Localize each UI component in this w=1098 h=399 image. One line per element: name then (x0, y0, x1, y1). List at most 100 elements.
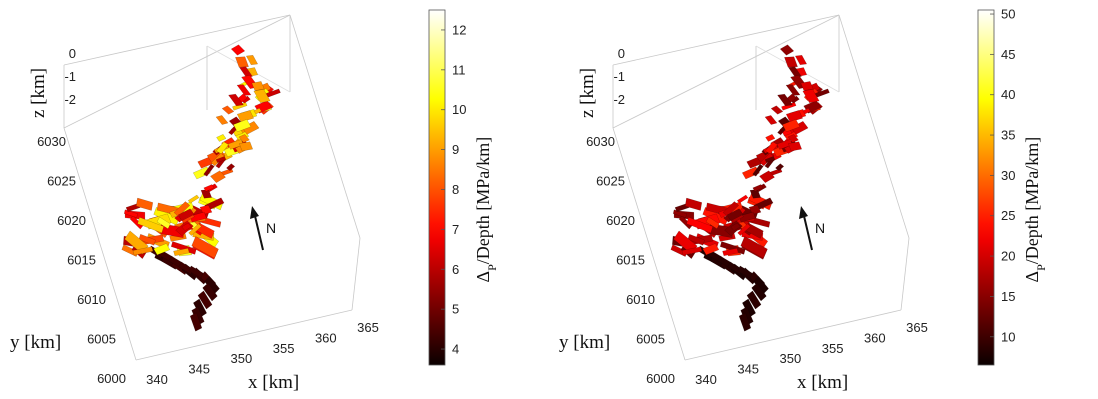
fault-patch (189, 312, 203, 332)
fault-patch (759, 170, 775, 183)
colorbar-tick-label: 20 (1001, 249, 1015, 264)
fault-patch (782, 119, 801, 133)
y-axis-label: y [km] (10, 332, 61, 353)
fault-patch (239, 66, 253, 78)
y-tick-label: 6005 (87, 332, 116, 347)
fault-patch (173, 248, 190, 257)
fault-patch (737, 265, 753, 279)
y-tick-label: 6000 (646, 371, 675, 386)
fault-patch (726, 208, 744, 222)
fault-patch (216, 134, 227, 142)
fault-patch (215, 156, 227, 163)
fault-patch (705, 216, 720, 230)
fault-patch (790, 121, 809, 135)
y-tick-label: 6005 (636, 332, 665, 347)
y-tick-label: 6000 (97, 371, 126, 386)
fault-patch (188, 223, 202, 236)
fault-patch (253, 89, 271, 103)
fault-patch (202, 282, 218, 302)
x-tick-label: 365 (357, 320, 379, 335)
north-arrow-head (250, 206, 259, 219)
fault-patch (751, 282, 767, 302)
fault-patch (740, 236, 768, 259)
fault-patch (253, 107, 262, 115)
y-tick-label: 6015 (67, 253, 96, 268)
fault-patch (730, 222, 741, 231)
y-tick-label: 6030 (37, 134, 66, 149)
x-axis-label: x [km] (797, 372, 848, 393)
fault-patch (741, 166, 760, 180)
z-tick-label: -2 (64, 92, 76, 107)
fault-patch (203, 163, 215, 177)
fault-patch (266, 88, 281, 98)
fault-patch (189, 211, 207, 223)
colorbar (428, 9, 446, 366)
colorbar-tick-label: 4 (452, 342, 459, 357)
fault-patch (722, 248, 739, 257)
fault-patch (251, 81, 265, 91)
fault-patch (192, 166, 211, 180)
y-tick-label: 6015 (616, 253, 645, 268)
axes-edge (63, 127, 137, 361)
north-label: N (266, 220, 276, 236)
fault-patch (788, 66, 802, 78)
fault-patch (181, 222, 192, 231)
axes-edge (684, 309, 902, 361)
fault-patch (777, 93, 793, 107)
fault-patch (737, 223, 751, 236)
colorbar-label: ΔP/Depth [MPa/km] (473, 137, 499, 283)
fault-patch (702, 243, 720, 256)
x-tick-label: 360 (315, 330, 337, 345)
fault-patch (226, 163, 236, 172)
fault-patch (770, 105, 784, 115)
fault-patch (216, 141, 229, 155)
axes-box (63, 14, 361, 361)
north-arrow-shaft (254, 215, 264, 251)
fault-patch (752, 163, 764, 177)
fault-patch (738, 211, 756, 223)
colorbar-label-suffix: /Depth [MPa/km] (1022, 137, 1042, 265)
fault-patch (736, 194, 749, 204)
x-tick-label: 350 (231, 351, 253, 366)
fault-patch (123, 209, 138, 218)
fault-patch (788, 141, 802, 152)
axes-edge (135, 309, 353, 361)
fault-patch (794, 54, 808, 66)
colorbar-tick-label: 10 (1001, 329, 1015, 344)
colorbar-tick-label: 8 (452, 182, 459, 197)
fault-patch (138, 233, 156, 246)
colorbar-tick-label: 12 (452, 22, 466, 37)
colorbar-tick-label: 15 (1001, 289, 1015, 304)
x-tick-label: 355 (273, 341, 295, 356)
fault-patch (802, 107, 811, 115)
axes-edge (63, 14, 291, 129)
fault-patch (170, 241, 197, 255)
y-tick-label: 6030 (586, 134, 615, 149)
fault-patch (802, 89, 820, 103)
colorbar-tick-label: 6 (452, 262, 459, 277)
fault-patch (187, 194, 200, 204)
fault-patch (245, 54, 259, 66)
fault-patch (686, 217, 714, 234)
y-tick-label: 6020 (57, 213, 86, 228)
north-arrow-head (799, 206, 808, 219)
colorbar-label-prefix: Δ (473, 271, 493, 283)
fault-patch (132, 246, 154, 256)
x-tick-label: 345 (737, 362, 759, 377)
z-tick-label: 0 (618, 46, 625, 61)
colorbar-tick-label: 11 (452, 62, 466, 77)
fault-patch (153, 243, 171, 256)
fault-patch (764, 156, 776, 163)
colorbar-tick-label: 30 (1001, 168, 1015, 183)
fault-patch (787, 134, 799, 143)
fault-patch (197, 290, 213, 310)
x-tick-label: 350 (780, 351, 802, 366)
fault-patch (238, 134, 250, 143)
fault-patch (177, 208, 195, 222)
colorbar-label-sub: P (485, 264, 499, 271)
fault-patch (191, 236, 219, 259)
fault-patch (752, 184, 764, 192)
axes-edge (289, 14, 361, 239)
fault-patch (748, 204, 762, 215)
